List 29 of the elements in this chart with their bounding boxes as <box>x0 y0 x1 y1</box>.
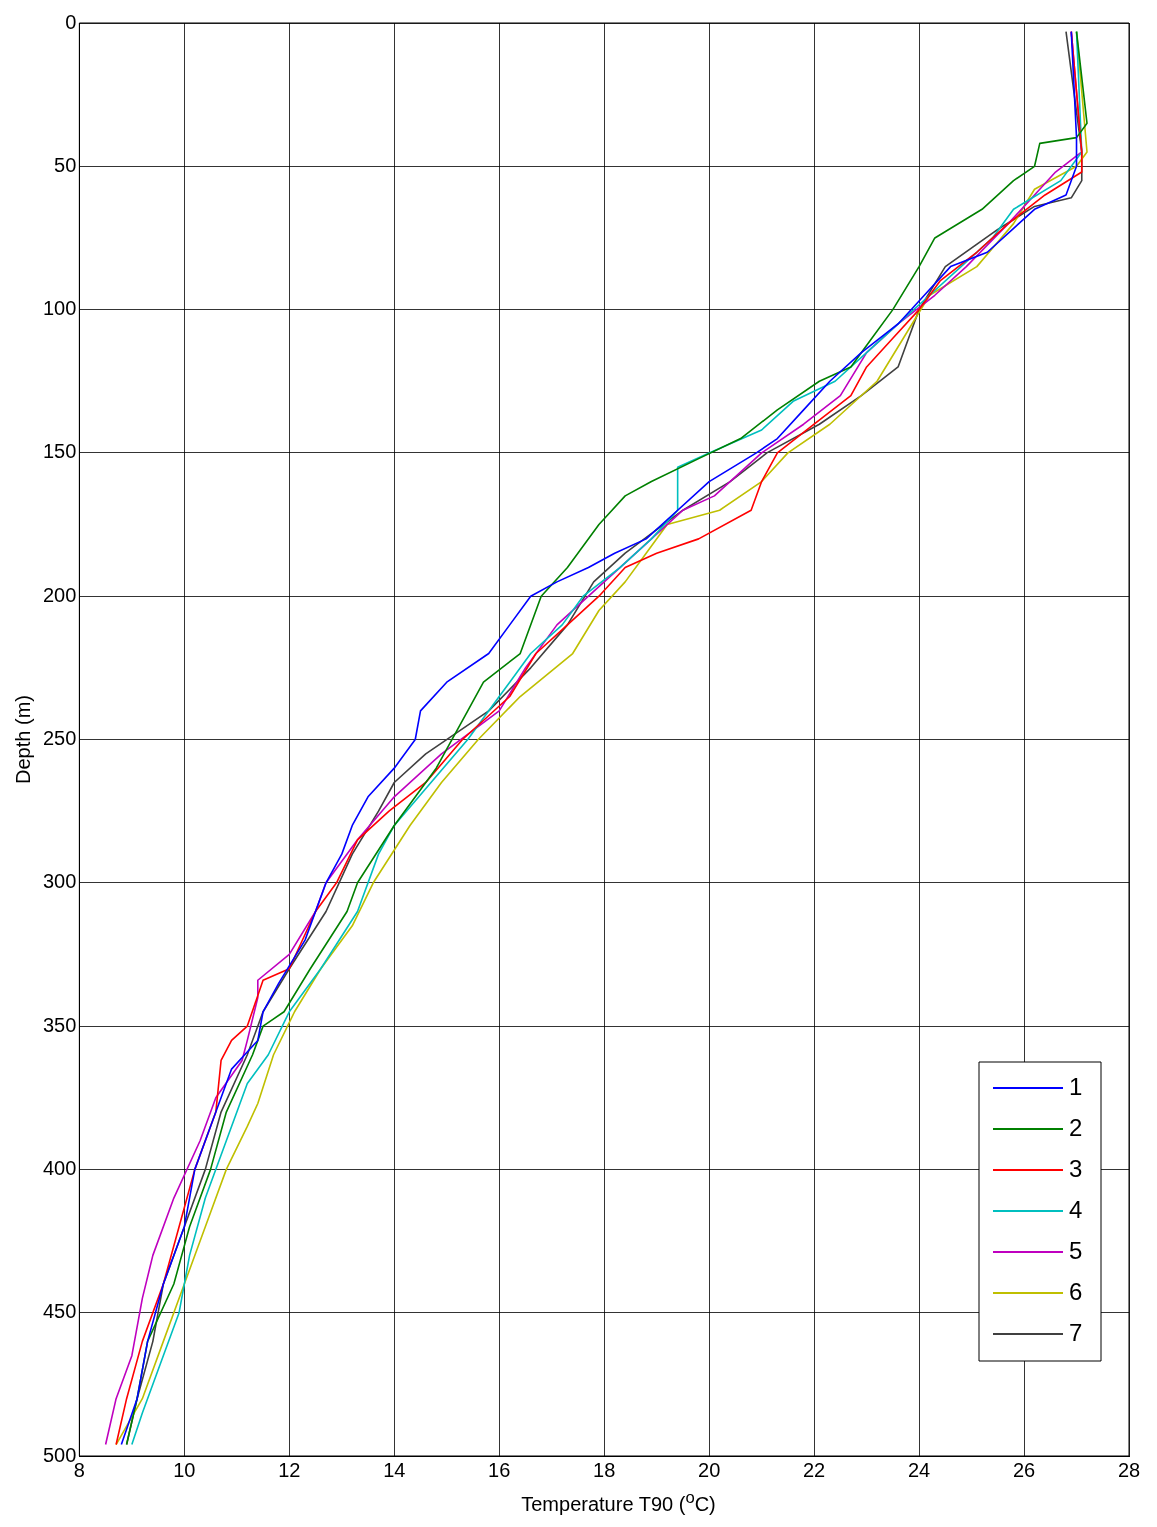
y-tick-label: 200 <box>42 583 77 606</box>
y-tick-label: 300 <box>42 870 77 893</box>
y-tick-label: 250 <box>42 727 77 750</box>
x-tick-label: 20 <box>698 1458 721 1481</box>
legend-label: 4 <box>1069 1195 1083 1223</box>
legend-label: 5 <box>1069 1236 1083 1264</box>
x-tick-label: 18 <box>593 1458 616 1481</box>
x-tick-label: 16 <box>488 1458 511 1481</box>
legend-label: 3 <box>1069 1154 1083 1182</box>
x-tick-label: 14 <box>383 1458 406 1481</box>
legend-label: 6 <box>1069 1277 1083 1305</box>
x-tick-label: 26 <box>1012 1458 1036 1481</box>
legend-label: 1 <box>1069 1072 1083 1100</box>
legend-label: 2 <box>1069 1113 1083 1141</box>
x-tick-label: 28 <box>1117 1458 1141 1481</box>
x-tick-label: 22 <box>802 1458 826 1481</box>
y-tick-label: 450 <box>42 1300 77 1323</box>
x-tick-label: 12 <box>278 1458 301 1481</box>
x-tick-label: 24 <box>907 1458 931 1481</box>
x-tick-label: 10 <box>173 1458 196 1481</box>
legend-label: 7 <box>1069 1318 1083 1346</box>
y-tick-label: 0 <box>65 10 77 33</box>
y-tick-label: 350 <box>42 1013 77 1036</box>
y-tick-label: 150 <box>42 440 77 463</box>
y-tick-label: 50 <box>54 153 77 176</box>
y-axis-title: Depth (m) <box>11 695 34 784</box>
y-tick-label: 400 <box>42 1156 77 1179</box>
x-axis-title: Temperature T90 ($^{o}$C) <box>520 1488 717 1516</box>
y-tick-label: 100 <box>42 297 77 320</box>
